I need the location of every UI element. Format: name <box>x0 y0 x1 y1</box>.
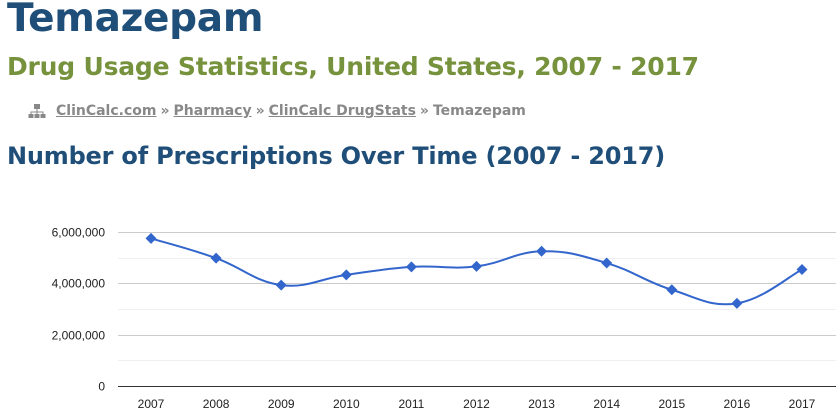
chart-svg: 0 2,000,000 4,000,000 6,000,000 2007 2008 2009… <box>52 226 836 411</box>
section-title: Number of Prescriptions Over Time (2007 … <box>7 142 666 170</box>
data-point-marker <box>145 232 157 244</box>
breadcrumb-separator: » <box>160 103 170 119</box>
sitemap-icon <box>28 103 46 119</box>
breadcrumb: ClinCalc.com » Pharmacy » ClinCalc DrugS… <box>28 101 526 121</box>
data-point-marker <box>536 245 548 257</box>
breadcrumb-separator: » <box>419 103 429 119</box>
x-tick-label: 2017 <box>789 397 816 411</box>
x-tick-label: 2013 <box>528 397 555 411</box>
x-tick-label: 2009 <box>268 397 295 411</box>
data-point-marker <box>731 297 743 309</box>
y-tick-label: 2,000,000 <box>52 329 106 343</box>
data-point-marker <box>210 252 222 264</box>
prescriptions-line-chart: 0 2,000,000 4,000,000 6,000,000 2007 2008 2009… <box>0 210 840 415</box>
page-subtitle: Drug Usage Statistics, United States, 20… <box>7 52 699 81</box>
data-point-marker <box>471 260 482 272</box>
x-tick-label: 2012 <box>463 397 490 411</box>
data-point-marker <box>796 263 808 275</box>
x-tick-label: 2007 <box>138 397 165 411</box>
breadcrumb-link-pharmacy[interactable]: Pharmacy <box>173 103 252 119</box>
data-point-marker <box>666 284 678 296</box>
data-point-marker <box>405 261 417 273</box>
breadcrumb-link-drugstats[interactable]: ClinCalc DrugStats <box>268 103 416 119</box>
data-point-marker <box>601 257 613 269</box>
breadcrumb-current: Temazepam <box>432 103 526 119</box>
x-tick-label: 2015 <box>658 397 685 411</box>
x-tick-label: 2010 <box>333 397 360 411</box>
y-tick-label: 6,000,000 <box>52 226 106 240</box>
page-title: Temazepam <box>7 0 264 41</box>
breadcrumb-separator: » <box>255 103 265 119</box>
x-tick-label: 2011 <box>398 397 424 411</box>
data-point-marker <box>340 269 352 281</box>
x-tick-label: 2008 <box>203 397 230 411</box>
data-point-marker <box>275 279 287 291</box>
y-tick-label: 4,000,000 <box>52 277 106 291</box>
y-tick-label: 0 <box>98 380 105 394</box>
breadcrumb-link-clincalc[interactable]: ClinCalc.com <box>56 103 157 119</box>
x-tick-label: 2016 <box>724 397 751 411</box>
x-tick-label: 2014 <box>593 397 620 411</box>
